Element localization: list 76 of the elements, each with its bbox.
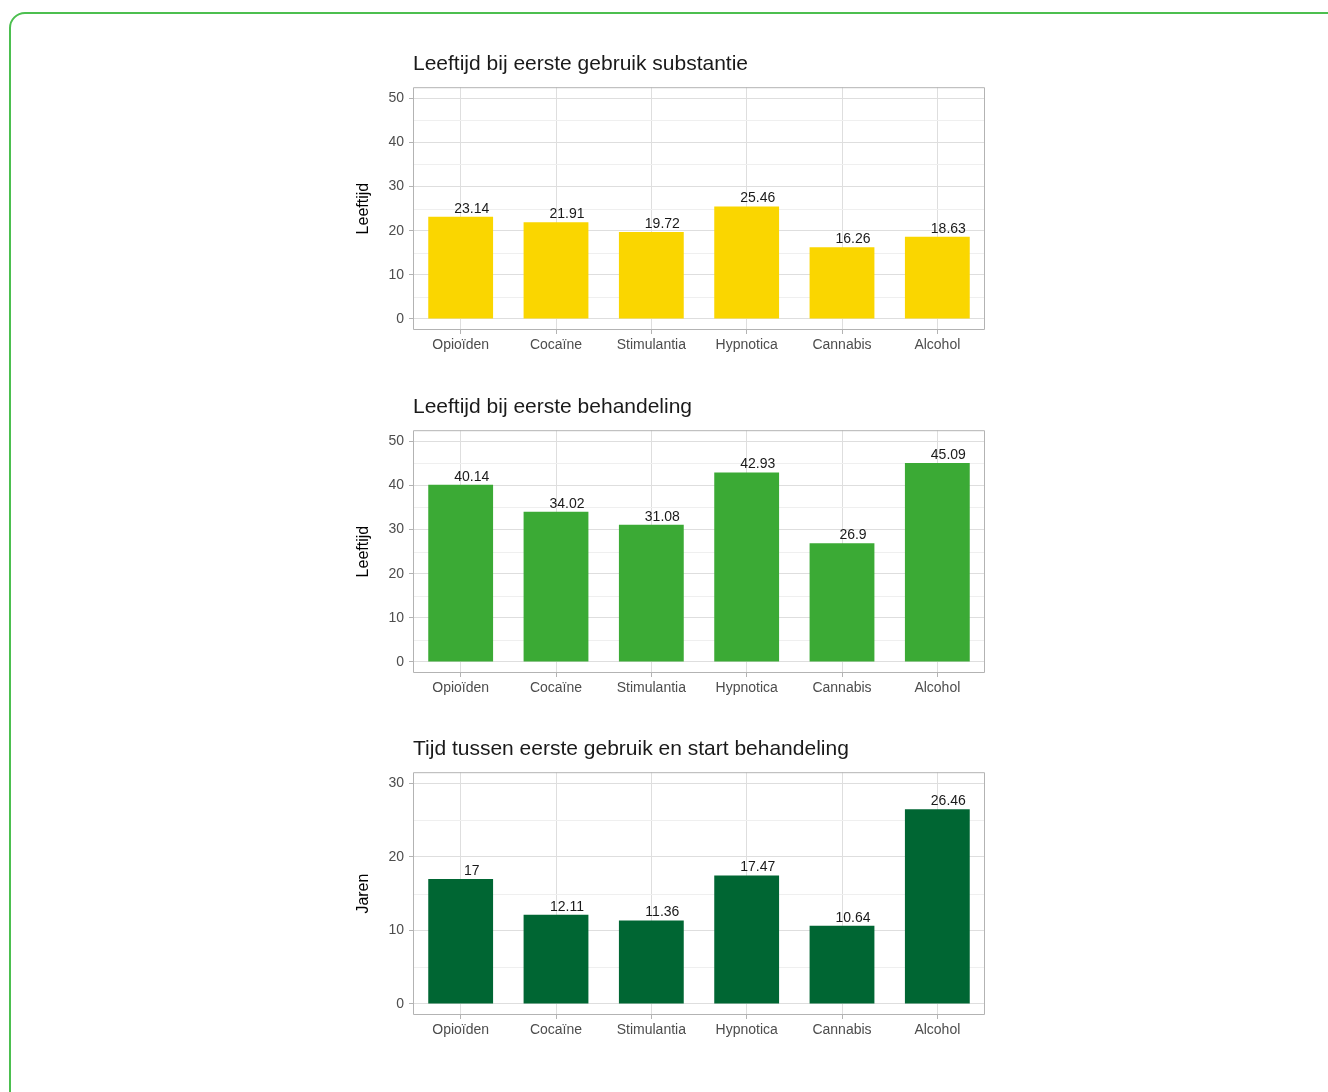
y-tick-label: 0 xyxy=(396,652,405,669)
bar xyxy=(618,524,684,661)
bar xyxy=(904,236,970,319)
data-label: 17 xyxy=(463,861,480,878)
y-tick-label: 50 xyxy=(388,89,405,106)
data-label: 11.36 xyxy=(645,903,680,920)
bar xyxy=(904,809,970,1004)
data-label: 18.63 xyxy=(930,219,967,236)
data-label: 31.08 xyxy=(644,507,681,524)
x-tick-label: Cocaïne xyxy=(529,678,583,695)
data-label: 12.11 xyxy=(550,897,585,914)
y-axis-title: Jaren xyxy=(354,873,372,914)
bar xyxy=(809,542,875,661)
bar xyxy=(904,462,970,661)
y-tick-label: 10 xyxy=(388,265,405,282)
bar xyxy=(523,222,589,319)
bar xyxy=(428,216,494,319)
x-tick-label: Cocaïne xyxy=(529,336,583,353)
bar xyxy=(714,875,780,1004)
data-label: 21.91 xyxy=(549,205,585,222)
x-tick-label: Cannabis xyxy=(812,336,872,353)
x-tick-label: Alcohol xyxy=(914,336,961,353)
data-label: 40.14 xyxy=(454,467,490,484)
bar xyxy=(809,925,875,1004)
bar xyxy=(809,247,875,319)
y-tick-label: 30 xyxy=(388,177,405,194)
x-tick-label: Hypnotica xyxy=(715,336,778,353)
bar xyxy=(523,914,589,1004)
bar xyxy=(523,511,589,661)
data-label: 34.02 xyxy=(549,494,585,511)
bar xyxy=(618,231,684,319)
data-label: 42.93 xyxy=(740,454,776,471)
data-label: 26.9 xyxy=(839,525,867,542)
y-tick-label: 40 xyxy=(388,475,405,492)
y-tick-label: 10 xyxy=(388,608,405,625)
y-tick-label: 50 xyxy=(388,431,405,448)
data-label: 10.64 xyxy=(835,908,871,925)
data-label: 16.26 xyxy=(835,230,871,247)
y-tick-label: 10 xyxy=(388,921,405,938)
bar xyxy=(428,878,494,1004)
x-tick-label: Cocaïne xyxy=(529,1021,583,1038)
x-tick-label: Opioïden xyxy=(432,336,490,353)
x-tick-label: Stimulantia xyxy=(616,1021,687,1038)
x-tick-label: Cannabis xyxy=(812,678,872,695)
y-tick-label: 20 xyxy=(388,221,405,238)
bar xyxy=(428,484,494,661)
chart-title: Leeftijd bij eerste behandeling xyxy=(413,393,693,417)
x-tick-label: Hypnotica xyxy=(715,678,778,695)
bar xyxy=(714,206,780,319)
x-tick-label: Cannabis xyxy=(812,1021,872,1038)
y-tick-label: 0 xyxy=(396,994,405,1011)
data-label: 23.14 xyxy=(454,199,490,216)
data-label: 25.46 xyxy=(740,189,776,206)
bar xyxy=(714,471,780,661)
x-tick-label: Alcohol xyxy=(914,1021,961,1038)
chart-title: Tijd tussen eerste gebruik en start behandeling xyxy=(413,736,849,760)
x-tick-label: Opioïden xyxy=(432,678,490,695)
x-tick-label: Stimulantia xyxy=(616,678,687,695)
x-tick-label: Hypnotica xyxy=(715,1021,778,1038)
y-tick-label: 30 xyxy=(388,519,405,536)
x-tick-label: Alcohol xyxy=(914,678,961,695)
y-tick-label: 30 xyxy=(388,774,405,791)
y-tick-label: 20 xyxy=(388,564,405,581)
data-label: 17.47 xyxy=(740,858,776,875)
chart-title: Leeftijd bij eerste gebruik substantie xyxy=(413,51,749,75)
y-axis-title: Leeftijd xyxy=(354,182,372,235)
data-label: 19.72 xyxy=(644,214,681,231)
y-tick-label: 20 xyxy=(388,847,405,864)
x-tick-label: Stimulantia xyxy=(616,336,687,353)
y-axis-title: Leeftijd xyxy=(354,525,372,577)
data-label: 45.09 xyxy=(930,445,967,462)
bar xyxy=(618,920,684,1004)
y-tick-label: 0 xyxy=(396,309,405,326)
data-label: 26.46 xyxy=(930,792,967,809)
y-tick-label: 40 xyxy=(388,133,405,150)
x-tick-label: Opioïden xyxy=(432,1021,490,1038)
